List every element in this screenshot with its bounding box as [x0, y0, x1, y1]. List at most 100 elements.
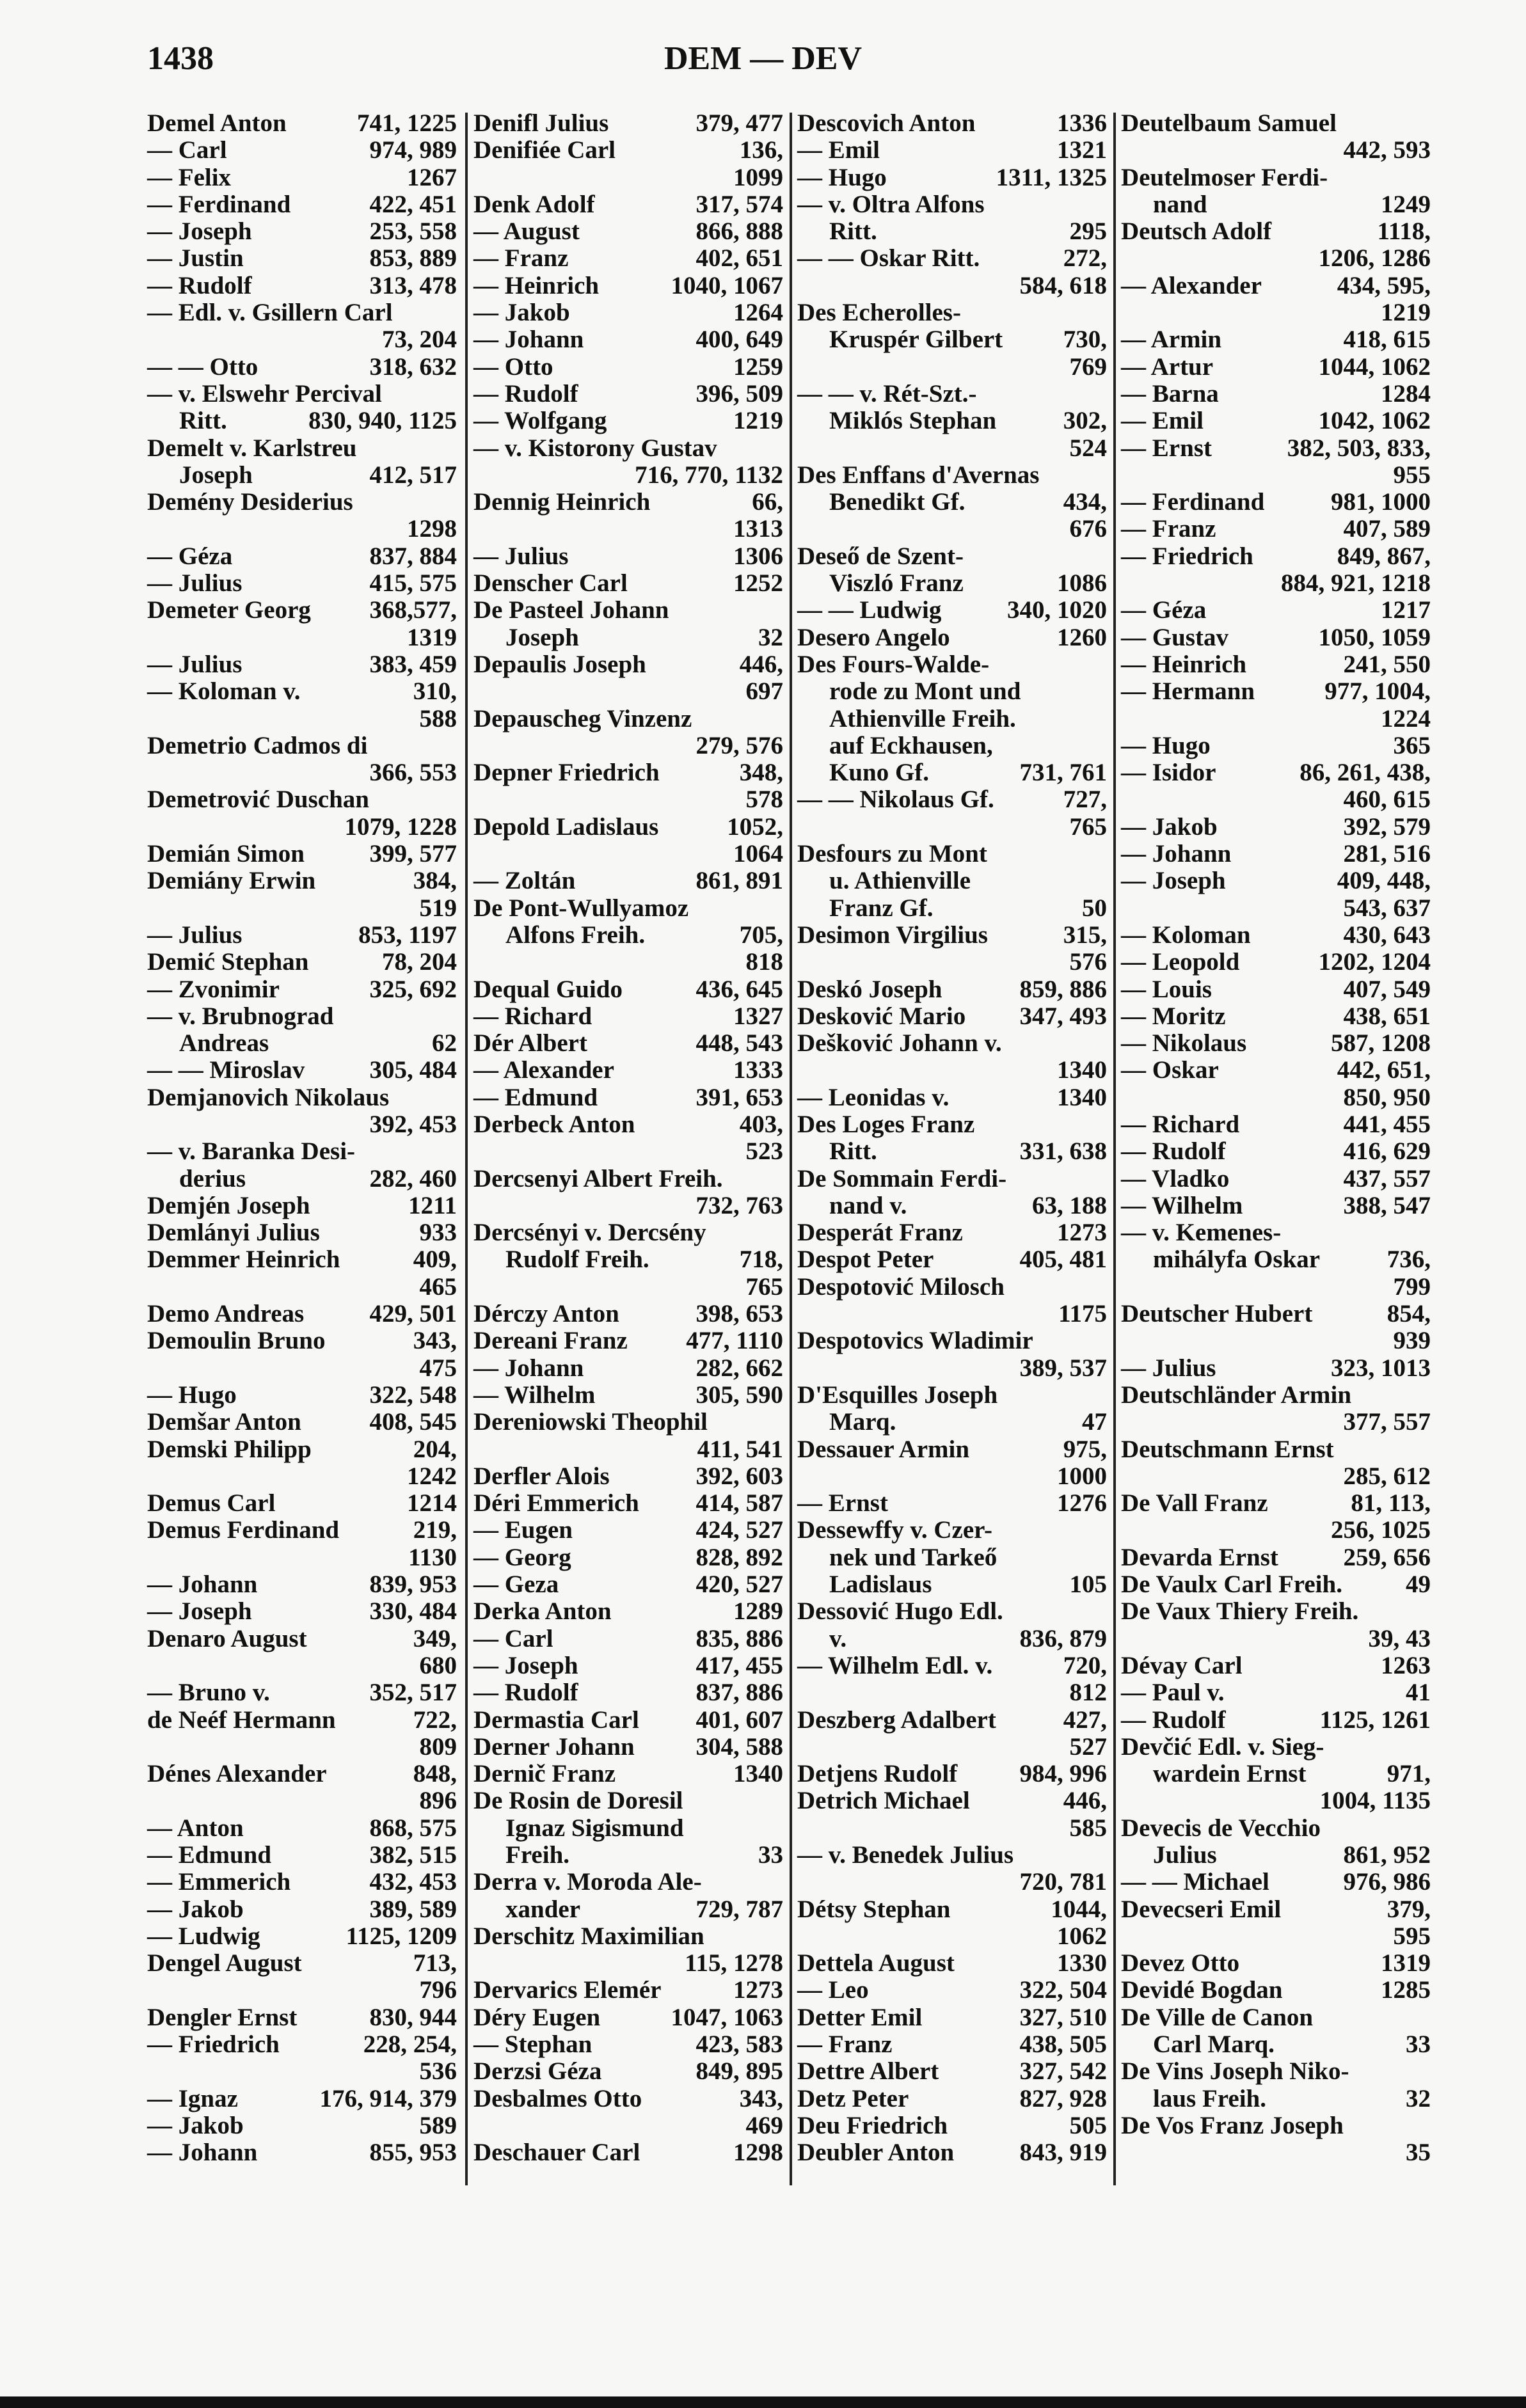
entry-page-numbers: 204, — [413, 1435, 457, 1463]
index-entry: Deutscher Hubert 854, — [1121, 1300, 1431, 1327]
entry-page-numbers: 446, — [739, 650, 783, 678]
index-entry: 732, 763 — [473, 1192, 784, 1219]
entry-name: De Vaux Thiery Freih. — [1121, 1597, 1359, 1626]
entry-name: Dessović Hugo Edl. — [797, 1597, 1003, 1626]
entry-page-numbers: 588 — [419, 704, 457, 733]
index-entry: — Wolfgang 1219 — [473, 407, 783, 434]
entry-name: Desimon Virgilius — [797, 921, 988, 949]
index-entry: Denifiée Carl 136, — [473, 136, 783, 164]
entry-name: Derschitz Maximilian — [473, 1922, 704, 1950]
entry-name: Denifiée Carl — [473, 136, 616, 164]
entry-name: — Felix — [147, 163, 232, 191]
index-entry: — Georg 828, 892 — [473, 1544, 783, 1571]
index-column-4: Deutelbaum Samuel 442, 593 Deutelmoser Fer… — [1121, 109, 1431, 2167]
entry-page-numbers: 448, 543 — [695, 1029, 784, 1057]
index-entry: Deutschmann Ernst — [1121, 1436, 1431, 1463]
entry-page-numbers: 809 — [419, 1732, 457, 1761]
entry-name: — Ernst — [1121, 434, 1212, 462]
entry-name: — Johann — [473, 1354, 584, 1382]
entry-name: Julius — [1153, 1841, 1217, 1869]
index-entry: 1062 — [797, 1922, 1107, 1950]
entry-page-numbers: 219, — [413, 1516, 457, 1544]
entry-page-numbers: 330, 484 — [369, 1597, 457, 1626]
column-divider — [1113, 113, 1116, 2185]
entry-name: De Vins Joseph Niko- — [1121, 2057, 1349, 2086]
index-entry: Desković Mario 347, 493 — [797, 1002, 1107, 1030]
index-entry: 279, 576 — [473, 732, 784, 759]
index-entry: — Ferdinand 422, 451 — [147, 191, 457, 218]
entry-page-numbers: 1340 — [1057, 1056, 1107, 1084]
entry-name: Demjén Joseph — [147, 1191, 310, 1219]
entry-name: Dereani Franz — [473, 1327, 628, 1355]
index-entry: — Ludwig 1125, 1209 — [147, 1922, 457, 1950]
entry-name: — Franz — [797, 2031, 893, 2059]
index-entry: Ladislaus 105 — [797, 1571, 1107, 1598]
entry-page-numbers: 716, 770, 1132 — [635, 461, 783, 489]
entry-page-numbers: 81, 113, — [1351, 1489, 1431, 1517]
entry-page-numbers: 438, 651 — [1343, 1002, 1431, 1030]
index-entry: — Stephan 423, 583 — [473, 2031, 783, 2058]
index-entry: De Pasteel Johann — [473, 597, 783, 624]
entry-page-numbers: 281, 516 — [1343, 840, 1431, 868]
entry-page-numbers: 420, 527 — [695, 1571, 784, 1599]
index-entry: Des Enffans d'Avernas — [797, 461, 1107, 489]
entry-page-numbers: 933 — [419, 1219, 457, 1247]
index-entry: — Heinrich 241, 550 — [1121, 651, 1431, 678]
entry-page-numbers: 62 — [432, 1029, 457, 1057]
entry-page-numbers: 1311, 1325 — [996, 163, 1107, 191]
entry-page-numbers: 407, 549 — [1343, 975, 1431, 1003]
index-entry: Denscher Carl 1252 — [473, 569, 783, 598]
entry-name: Derner Johann — [473, 1732, 635, 1761]
entry-name: — Edl. v. Gsillern Carl — [147, 299, 393, 327]
entry-page-numbers: 1044, 1062 — [1318, 352, 1431, 381]
entry-name: Devčić Edl. v. Sieg- — [1121, 1732, 1324, 1761]
entry-name: Denscher Carl — [473, 569, 628, 598]
entry-name: Denifl Julius — [473, 109, 609, 137]
index-entry: Dengler Ernst 830, 944 — [147, 2004, 457, 2031]
entry-page-numbers: 427, — [1063, 1706, 1107, 1734]
entry-name: Deutschmann Ernst — [1121, 1435, 1334, 1463]
index-entry: Dereniowski Theophil — [473, 1408, 783, 1436]
index-entry: — Artur 1044, 1062 — [1121, 352, 1431, 381]
entry-name: — Rudolf — [147, 271, 252, 299]
index-entry: — — Nikolaus Gf. 727, — [797, 786, 1107, 814]
entry-page-numbers: 853, 1197 — [358, 921, 457, 949]
entry-name: Desero Angelo — [797, 623, 950, 651]
index-entry: — Rudolf 396, 509 — [473, 380, 783, 408]
index-entry: — Carl 835, 886 — [473, 1625, 783, 1652]
entry-name: Descovich Anton — [797, 109, 976, 137]
entry-page-numbers: 713, — [413, 1949, 457, 1977]
entry-page-numbers: 729, 787 — [695, 1895, 784, 1923]
index-entry: Dercsenyi Albert Freih. — [473, 1165, 783, 1192]
entry-name: Despot Peter — [797, 1246, 934, 1274]
entry-name: Depold Ladislaus — [473, 812, 659, 841]
entry-name: — — Otto — [147, 352, 258, 381]
index-entry: Deseő de Szent- — [797, 543, 1107, 570]
entry-page-numbers: 398, 653 — [695, 1300, 784, 1328]
entry-page-numbers: 1276 — [1057, 1489, 1107, 1517]
index-entry: Demiány Erwin 384, — [147, 867, 457, 895]
index-entry: — Rudolf 313, 478 — [147, 271, 457, 299]
entry-page-numbers: 366, 553 — [369, 759, 457, 787]
index-entry: — Alexander 1333 — [473, 1057, 783, 1084]
index-entry: 1319 — [147, 624, 457, 651]
entry-name: Dénes Alexander — [147, 1760, 327, 1788]
entry-name: — Wilhelm Edl. v. — [797, 1651, 993, 1679]
entry-page-numbers: 49 — [1406, 1571, 1431, 1599]
index-column-1: Demel Anton 741, 1225— Carl 974, 989— Feli… — [147, 109, 457, 2167]
entry-name: Demus Carl — [147, 1489, 276, 1517]
entry-page-numbers: 379, — [1387, 1895, 1431, 1923]
index-entry: — Isidor 86, 261, 438, — [1121, 759, 1431, 786]
index-entry: — Julius 1306 — [473, 543, 783, 570]
entry-page-numbers: 720, — [1063, 1651, 1107, 1679]
index-entry: Demšar Anton 408, 545 — [147, 1408, 457, 1436]
index-entry: xander 729, 787 — [473, 1896, 783, 1923]
index-entry: Derbeck Anton 403, — [473, 1111, 783, 1138]
entry-name: — Oskar — [1121, 1056, 1219, 1084]
entry-name: — Hugo — [147, 1381, 237, 1409]
index-entry: nek und Tarkeő — [797, 1544, 1107, 1571]
index-entry: — Rudolf 416, 629 — [1121, 1137, 1431, 1165]
entry-name: Depner Friedrich — [473, 759, 660, 787]
index-entry: 1099 — [473, 164, 783, 191]
index-entry: — — Ludwig 340, 1020 — [797, 597, 1107, 624]
